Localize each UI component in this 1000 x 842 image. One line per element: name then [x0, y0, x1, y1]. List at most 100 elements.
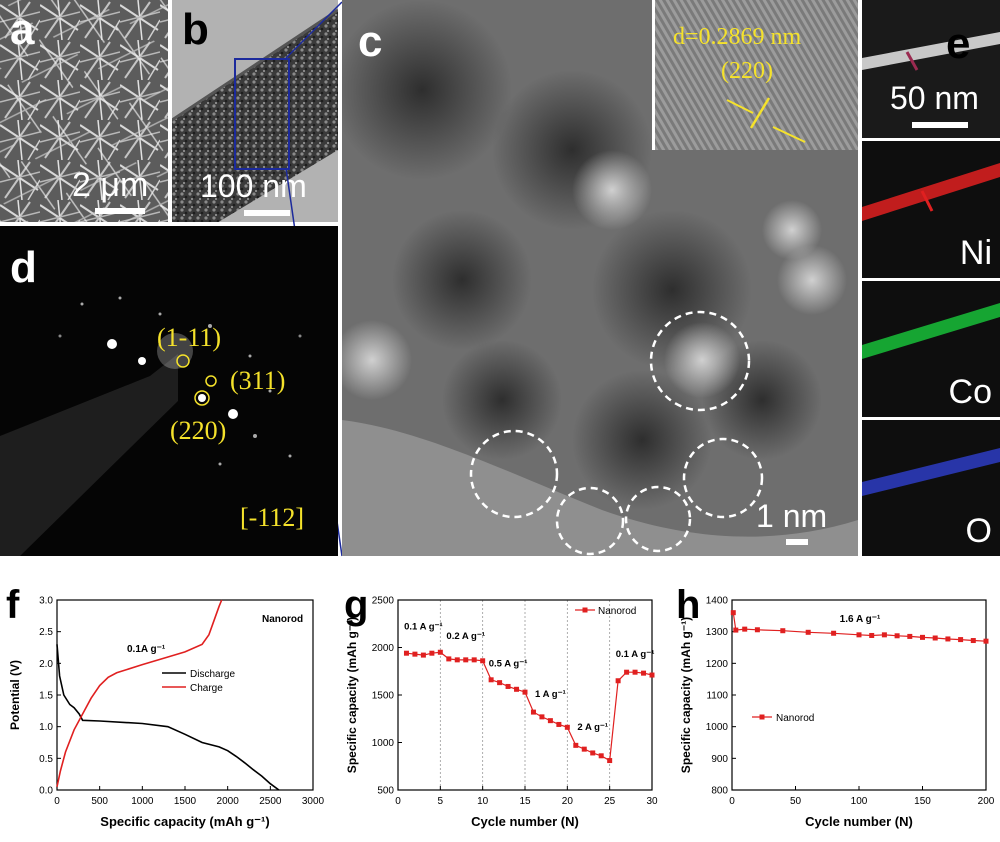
x-tick-label-2: 100 — [851, 796, 868, 807]
x-tick-label-0: 0 — [54, 796, 60, 807]
y-tick-label-2: 1500 — [372, 691, 395, 702]
y-tick-label-5: 2.5 — [39, 627, 53, 638]
data-point-h-16 — [970, 638, 976, 644]
rate-annotation-2: 0.5 A g⁻¹ — [489, 659, 528, 670]
scale-bar-label-e: 50 nm — [890, 80, 979, 116]
data-point-g-27 — [632, 669, 638, 675]
scale-bar-label-a: 2 μm — [72, 166, 149, 204]
x-axis-label-g: Cycle number (N) — [471, 814, 579, 829]
chart-g: g 0 5 10 15 20 25 30 500 1000 1500 2000 2500 Cycle nu… — [344, 583, 658, 829]
annotation-rate-f: 0.1A g⁻¹ — [127, 644, 166, 655]
panel-label-c: c — [358, 17, 383, 66]
y-tick-label-3: 1.5 — [39, 691, 53, 702]
legend-title-f: Nanorod — [262, 614, 303, 625]
rate-annotation-5: 0.1 A g⁻¹ — [616, 649, 655, 660]
sem-nanorods-texture — [0, 0, 168, 222]
eds-ni-texture — [862, 163, 1000, 221]
y-tick-label-3: 1100 — [706, 691, 728, 702]
y-tick-label-0: 500 — [377, 786, 394, 797]
lattice-plane-label: (220) — [721, 58, 773, 84]
data-point-g-8 — [471, 657, 477, 663]
plot-frame-h — [731, 599, 987, 791]
y-tick-label-4: 2500 — [372, 596, 395, 607]
data-point-g-28 — [641, 670, 647, 676]
rate-annotation-3: 1 A g⁻¹ — [535, 689, 566, 700]
data-point-g-20 — [573, 742, 579, 748]
x-axis-label-h: Cycle number (N) — [805, 814, 913, 829]
zone-axis-label: [-112] — [240, 503, 304, 532]
rate-annotation-0: 0.1 A g⁻¹ — [404, 621, 443, 632]
x-tick-label-6: 30 — [646, 796, 658, 807]
y-tick-label-4: 2.0 — [39, 659, 53, 670]
x-tick-label-4: 20 — [562, 796, 574, 807]
data-point-g-0 — [403, 650, 409, 656]
data-point-h-17 — [983, 638, 989, 644]
data-point-h-8 — [869, 632, 875, 638]
x-tick-label-3: 150 — [914, 796, 931, 807]
y-tick-label-3: 2000 — [372, 643, 395, 654]
data-point-g-6 — [454, 657, 460, 663]
plot-frame-f — [56, 599, 314, 791]
panel-label-h: h — [676, 583, 700, 627]
chart-h: h 0 50 100 150 200 800 900 1000 1100 1200 1300 1400 C… — [676, 583, 995, 829]
diffraction-spot-label-2: (311) — [230, 366, 285, 395]
eds-element-label-o: O — [965, 512, 992, 550]
y-tick-label-2: 1000 — [706, 722, 729, 733]
y-axis-label-g: Specific capacity (mAh g⁻¹) — [345, 617, 359, 773]
y-tick-label-6: 3.0 — [39, 596, 53, 607]
zoom-box — [234, 58, 290, 170]
data-point-h-3 — [754, 627, 760, 633]
data-point-g-25 — [615, 678, 621, 684]
data-point-g-10 — [488, 677, 494, 683]
data-point-g-11 — [497, 680, 503, 686]
y-tick-label-5: 1300 — [706, 627, 729, 638]
d-spacing-label: d=0.2869 nm — [673, 24, 802, 50]
y-tick-label-1: 900 — [711, 754, 728, 765]
lattice-inset: d=0.2869 nm (220) — [652, 0, 858, 150]
y-tick-label-0: 0.0 — [39, 786, 53, 797]
data-point-g-12 — [505, 683, 511, 689]
data-point-h-1 — [733, 627, 739, 633]
data-point-h-6 — [831, 630, 837, 636]
y-tick-label-1: 0.5 — [39, 754, 53, 765]
y-tick-label-1: 1000 — [372, 738, 395, 749]
series-line-f-0 — [56, 644, 280, 791]
eds-map-co: Co — [862, 281, 1000, 417]
eds-element-label-ni: Ni — [959, 234, 992, 272]
data-point-g-26 — [624, 669, 630, 675]
chart-f: f 0 500 1000 1500 2000 2500 3000 0.0 0.5 1.0 1.5 2.0… — [6, 583, 325, 829]
eds-map-o: O — [862, 420, 1000, 556]
data-point-g-29 — [649, 672, 655, 678]
data-point-h-0 — [730, 610, 736, 616]
diffraction-spot-label-3: (220) — [170, 416, 226, 445]
data-point-h-4 — [780, 628, 786, 634]
eds-element-label-co: Co — [948, 373, 992, 411]
data-point-g-16 — [539, 714, 545, 720]
panel-a-sem-image: a 2 μm — [0, 0, 168, 222]
diffraction-spot-label-1: (1-11) — [157, 323, 221, 352]
scale-bar-b — [244, 210, 290, 216]
rate-annotation-1: 0.2 A g⁻¹ — [446, 631, 485, 642]
data-point-g-15 — [530, 709, 536, 715]
eds-composite-texture — [862, 32, 1000, 71]
legend-marker-g — [582, 607, 588, 613]
x-tick-label-5: 25 — [604, 796, 616, 807]
panel-label-a: a — [10, 5, 35, 54]
panel-label-f: f — [6, 583, 20, 627]
legend-label-h: Nanorod — [776, 713, 814, 724]
scale-bar-e — [912, 122, 968, 128]
panel-d-saed-image: (1-11) (311) (220) [-112] d — [0, 226, 338, 556]
data-point-g-19 — [564, 724, 570, 730]
eds-o-texture — [862, 448, 1000, 496]
x-tick-label-0: 0 — [729, 796, 735, 807]
y-axis-label-h: Specific capacity (mAh g⁻¹) — [679, 617, 693, 773]
data-point-h-10 — [894, 633, 900, 639]
x-tick-label-5: 2500 — [259, 796, 282, 807]
hrtem-texture — [342, 0, 858, 556]
data-point-h-5 — [805, 629, 811, 635]
data-point-g-9 — [480, 658, 486, 664]
x-tick-label-4: 200 — [978, 796, 995, 807]
data-point-g-5 — [446, 656, 452, 662]
data-point-g-17 — [547, 718, 553, 724]
